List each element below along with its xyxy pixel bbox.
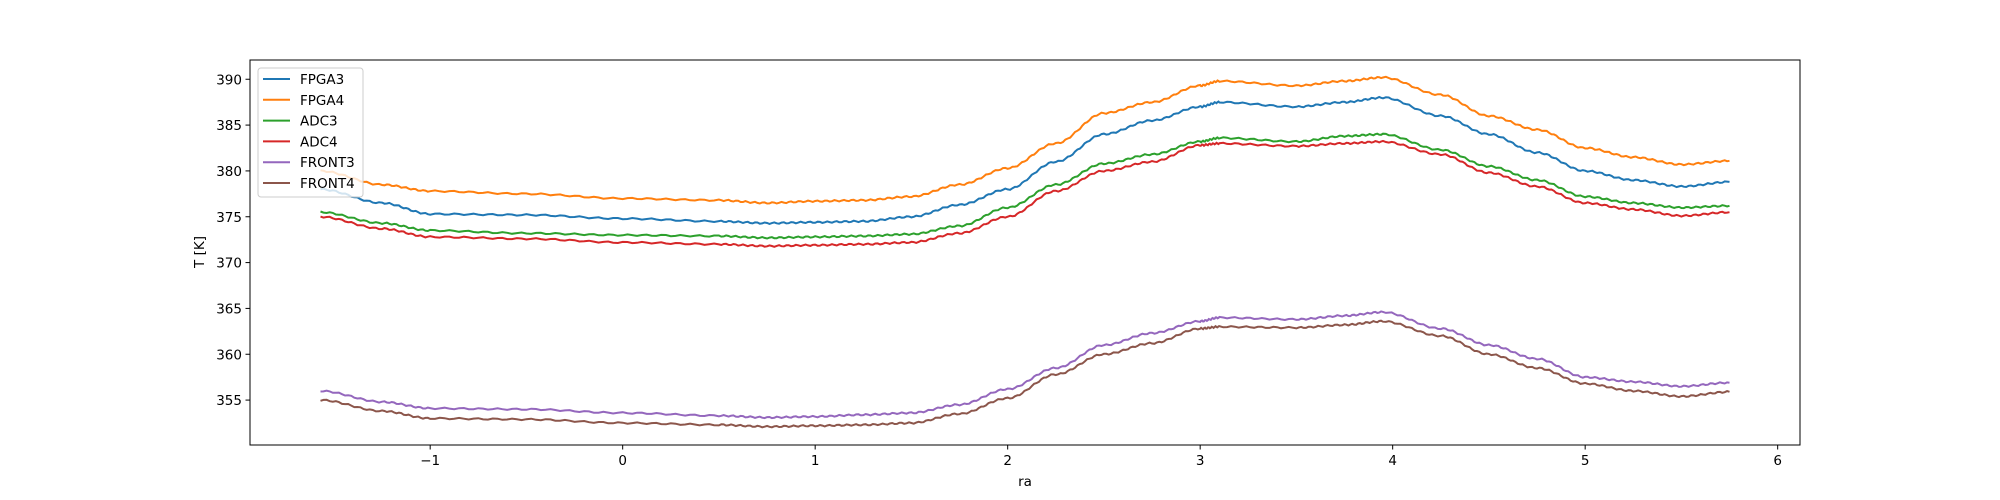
x-axis-label: ra	[1018, 474, 1032, 490]
series-line-front4	[320, 319, 1730, 429]
y-axis-label: T [K]	[192, 236, 208, 269]
x-tick-label: 4	[1388, 453, 1397, 469]
legend-entry-adc3: ADC3	[263, 114, 338, 130]
series-line-adc4	[320, 139, 1730, 248]
legend-entry-fpga4: FPGA4	[263, 93, 344, 109]
legend-label: FRONT4	[300, 176, 355, 192]
legend-label: FRONT3	[300, 155, 355, 171]
x-tick-label: 2	[1003, 453, 1012, 469]
series-line-fpga4	[320, 75, 1730, 205]
x-tick-label: 6	[1773, 453, 1782, 469]
y-tick-label: 355	[216, 393, 242, 409]
legend-entry-front3: FRONT3	[263, 155, 355, 171]
axes-frame	[249, 59, 1801, 446]
legend-entry-fpga3: FPGA3	[263, 72, 344, 88]
x-tick-label: −1	[420, 453, 440, 469]
y-tick-label: 365	[216, 301, 242, 317]
series-line-adc3	[320, 132, 1730, 240]
x-tick-label: 0	[618, 453, 627, 469]
y-tick-label: 360	[216, 347, 242, 363]
legend-label: ADC3	[300, 114, 338, 130]
legend-label: ADC4	[300, 134, 338, 150]
legend: FPGA3 FPGA4 ADC3 ADC4 FRONT3 FRONT4	[257, 67, 364, 198]
x-tick-label: 5	[1581, 453, 1590, 469]
y-tick-label: 380	[216, 164, 242, 180]
x-axis: −1 0 1 2 3 4 5 6	[420, 445, 1782, 469]
x-tick-label: 3	[1196, 453, 1205, 469]
y-tick-label: 375	[216, 210, 242, 226]
y-axis: 355 360 365 370 375 380 385 390	[216, 72, 250, 409]
y-tick-label: 390	[216, 72, 242, 88]
series-lines	[320, 75, 1730, 429]
legend-entry-adc4: ADC4	[263, 134, 338, 150]
series-line-front3	[320, 310, 1730, 420]
y-tick-label: 370	[216, 256, 242, 272]
legend-entry-front4: FRONT4	[263, 176, 355, 192]
x-tick-label: 1	[811, 453, 820, 469]
series-line-fpga3	[320, 95, 1730, 225]
y-tick-label: 385	[216, 118, 242, 134]
legend-label: FPGA4	[300, 93, 344, 109]
legend-label: FPGA3	[300, 72, 344, 88]
